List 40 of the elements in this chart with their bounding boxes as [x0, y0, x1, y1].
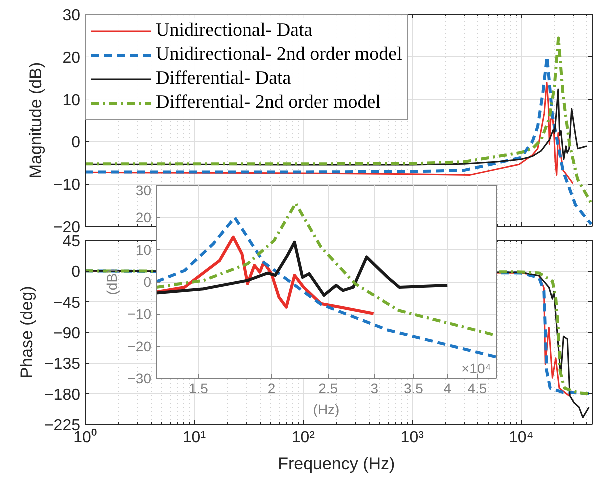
legend-label: Differential- Data — [156, 68, 292, 90]
y-axis-title: Magnitude (dB) — [26, 62, 46, 179]
y-tick-label: 20 — [136, 210, 152, 226]
y-tick-label: 10 — [62, 92, 81, 110]
x-tick-label: 10¹ — [182, 430, 206, 446]
x-tick-label: 10⁴ — [508, 430, 534, 446]
y-axis-title: (dB) — [104, 268, 120, 296]
y-tick-label: 0 — [72, 264, 81, 282]
legend-label: Differential- 2nd order model — [156, 92, 381, 114]
y-tick-label: 0 — [72, 134, 81, 152]
y-tick-label: −180 — [44, 386, 81, 404]
y-tick-label: −10 — [53, 177, 81, 194]
legend-label: Unidirectional- 2nd order model — [156, 44, 402, 66]
x-tick-label: 3 — [370, 380, 379, 396]
y-tick-label: 30 — [136, 182, 152, 198]
y-tick-label: −20 — [53, 220, 81, 236]
y-tick-label: 45 — [62, 234, 81, 250]
x-axis-title: Frequency (Hz) — [278, 454, 396, 474]
y-tick-label: 10 — [136, 242, 152, 258]
x-tick-label: 1.5 — [189, 380, 209, 396]
legend-label: Unidirectional- Data — [156, 20, 313, 42]
y-tick-label: 30 — [62, 8, 81, 24]
y-tick-label: −90 — [53, 326, 81, 342]
y-tick-label: −135 — [44, 356, 81, 374]
x-tick-label: 4.5 — [468, 380, 488, 396]
y-tick-label: 0 — [144, 274, 152, 290]
y-tick-label: −20 — [128, 338, 152, 354]
x-tick-label: 4 — [444, 380, 452, 396]
y-tick-label: −45 — [53, 294, 81, 312]
x-tick-label: 2.5 — [318, 380, 338, 396]
x-tick-label: 10² — [292, 430, 316, 446]
x-tick-label: 3.5 — [404, 380, 424, 396]
x-axis-title: (Hz) — [313, 402, 340, 418]
y-tick-label: −30 — [128, 370, 152, 386]
y-axis-title: Phase (deg) — [17, 286, 36, 379]
annotation: ×10⁴ — [462, 360, 492, 376]
x-tick-label: 2 — [268, 380, 276, 396]
x-tick-label: 10³ — [400, 430, 425, 446]
y-tick-label: −10 — [128, 306, 152, 322]
y-tick-label: 20 — [62, 50, 81, 67]
